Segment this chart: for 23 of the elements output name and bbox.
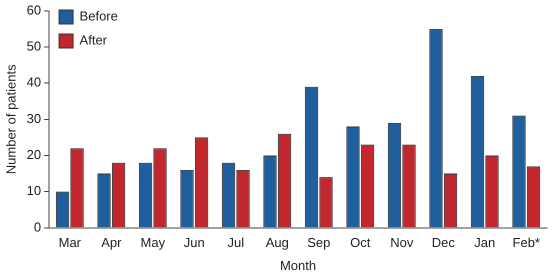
x-tick-label: Aug [266,235,289,250]
y-tick-label: 20 [26,147,42,162]
x-tick-label: Feb* [512,235,540,250]
y-tick-label: 60 [26,2,42,18]
y-tick-label: 30 [26,110,42,126]
legend-label: After [80,32,108,48]
x-tick-label: Nov [390,235,414,250]
x-tick-label: Jul [227,235,244,250]
y-tick-label: 10 [26,183,42,198]
y-axis-title: Number of patients [3,64,18,174]
x-tick-label: May [140,235,166,250]
y-tick-label: 0 [34,219,42,234]
y-tick-label: 40 [26,74,42,90]
x-tick-label: Jun [184,235,205,250]
x-tick-label: Jan [474,235,496,250]
y-tick-label: 50 [26,38,42,54]
x-tick-label: Apr [101,235,122,250]
x-tick-label: Oct [350,235,371,250]
x-axis-title: Month [280,258,316,273]
x-tick-label: Dec [432,235,456,250]
x-tick-label: Sep [307,235,330,250]
x-tick-label: Mar [58,235,82,250]
legend-label: Before [80,8,118,24]
